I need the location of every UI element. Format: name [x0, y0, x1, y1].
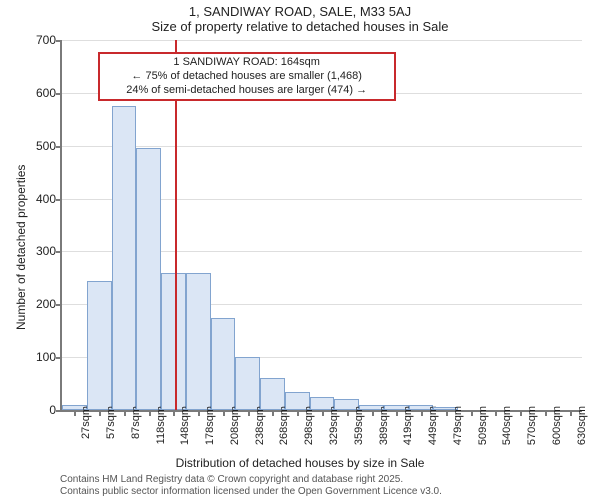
annotation-line-3: 24% of semi-detached houses are larger (… [106, 84, 388, 98]
y-tick [56, 146, 62, 148]
x-tick [495, 410, 497, 416]
y-tick-label: 300 [20, 244, 56, 258]
x-tick-label: 600sqm [551, 406, 563, 456]
x-tick-label: 87sqm [130, 406, 142, 456]
x-tick-label: 27sqm [80, 406, 92, 456]
y-tick-label: 700 [20, 33, 56, 47]
x-tick-label: 329sqm [328, 406, 340, 456]
y-tick-label: 500 [20, 139, 56, 153]
gridline [62, 146, 582, 147]
title-line-2: Size of property relative to detached ho… [0, 19, 600, 34]
x-tick-label: 298sqm [303, 406, 315, 456]
y-tick-label: 100 [20, 350, 56, 364]
x-tick [173, 410, 175, 416]
bar [211, 318, 236, 411]
bar [87, 281, 112, 411]
x-tick-label: 389sqm [378, 406, 390, 456]
x-tick [520, 410, 522, 416]
x-tick [545, 410, 547, 416]
annotation-box: 1 SANDIWAY ROAD: 164sqm← 75% of detached… [98, 52, 396, 101]
x-tick [272, 410, 274, 416]
x-tick [396, 410, 398, 416]
footer-line-1: Contains HM Land Registry data © Crown c… [60, 474, 442, 486]
x-tick-label: 570sqm [526, 406, 538, 456]
bar [112, 106, 137, 410]
y-tick [56, 304, 62, 306]
y-tick-label: 0 [20, 403, 56, 417]
plot-area: 010020030040050060070027sqm57sqm87sqm118… [60, 40, 582, 412]
annotation-line-2: ← 75% of detached houses are smaller (1,… [106, 70, 388, 84]
x-tick [223, 410, 225, 416]
footer-attribution: Contains HM Land Registry data © Crown c… [60, 474, 442, 498]
x-tick [297, 410, 299, 416]
x-tick [347, 410, 349, 416]
x-tick-label: 148sqm [179, 406, 191, 456]
y-tick [56, 93, 62, 95]
x-tick [99, 410, 101, 416]
x-tick [198, 410, 200, 416]
title-line-1: 1, SANDIWAY ROAD, SALE, M33 5AJ [0, 0, 600, 19]
x-tick [421, 410, 423, 416]
x-tick-label: 268sqm [278, 406, 290, 456]
bar [136, 148, 161, 410]
y-tick-label: 400 [20, 192, 56, 206]
x-tick-label: 630sqm [576, 406, 588, 456]
y-tick-label: 200 [20, 297, 56, 311]
x-tick [248, 410, 250, 416]
x-tick [471, 410, 473, 416]
x-tick-label: 540sqm [501, 406, 513, 456]
bar [161, 273, 186, 410]
y-tick [56, 199, 62, 201]
x-tick [322, 410, 324, 416]
y-tick [56, 251, 62, 253]
x-tick-label: 419sqm [402, 406, 414, 456]
x-tick [570, 410, 572, 416]
bar [186, 273, 211, 410]
x-tick-label: 178sqm [204, 406, 216, 456]
y-tick [56, 40, 62, 42]
y-tick-label: 600 [20, 86, 56, 100]
y-tick [56, 357, 62, 359]
gridline [62, 40, 582, 41]
x-tick [446, 410, 448, 416]
annotation-line-1: 1 SANDIWAY ROAD: 164sqm [106, 56, 388, 70]
x-tick [149, 410, 151, 416]
x-tick-label: 57sqm [105, 406, 117, 456]
x-tick-label: 479sqm [452, 406, 464, 456]
x-tick-label: 208sqm [229, 406, 241, 456]
footer-line-2: Contains public sector information licen… [60, 486, 442, 498]
x-tick-label: 118sqm [155, 406, 167, 456]
x-tick [74, 410, 76, 416]
x-tick-label: 509sqm [477, 406, 489, 456]
chart-container: 1, SANDIWAY ROAD, SALE, M33 5AJ Size of … [0, 0, 600, 500]
x-tick-label: 359sqm [353, 406, 365, 456]
x-tick-label: 449sqm [427, 406, 439, 456]
x-tick [372, 410, 374, 416]
x-axis-title: Distribution of detached houses by size … [0, 456, 600, 470]
bar [235, 357, 260, 410]
x-tick [124, 410, 126, 416]
y-tick [56, 410, 62, 412]
x-tick-label: 238sqm [254, 406, 266, 456]
